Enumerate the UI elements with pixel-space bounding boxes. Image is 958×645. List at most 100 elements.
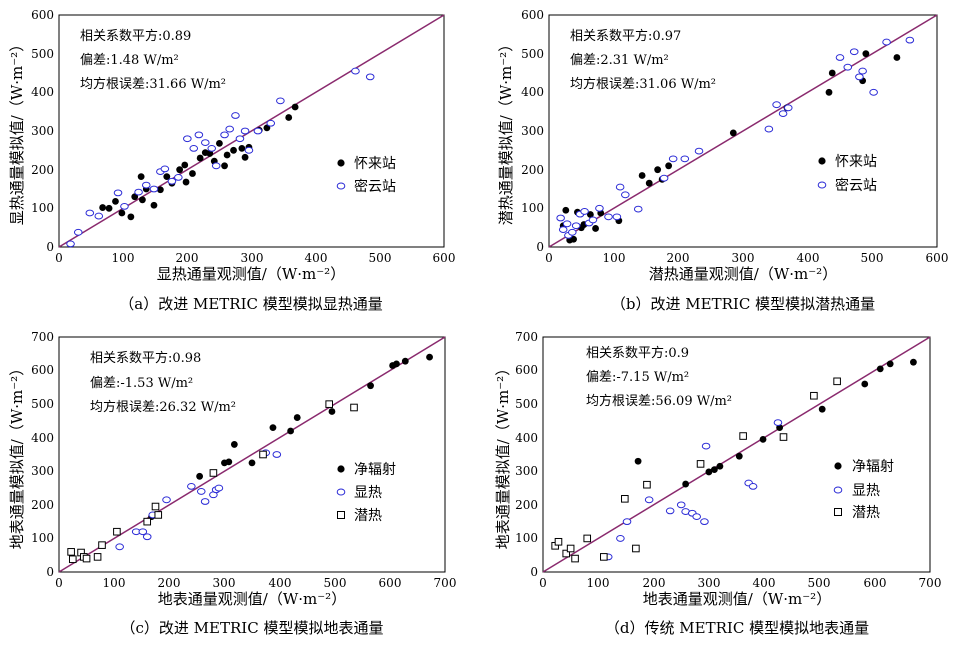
- stat-rmse: 均方根误差:31.66 W/m²: [80, 76, 226, 92]
- data-point-filled-circle: [238, 145, 246, 152]
- x-tick-label: 400: [797, 251, 820, 265]
- y-tick-label: 0: [46, 565, 54, 579]
- y-tick-label: 200: [515, 498, 538, 512]
- data-point-open-square: [562, 549, 571, 558]
- data-point-open-square: [98, 541, 106, 549]
- data-point-filled-circle: [592, 225, 599, 232]
- x-tick-label: 200: [176, 251, 199, 265]
- y-tick-label: 100: [515, 531, 538, 545]
- data-point-filled-circle: [137, 173, 145, 181]
- y-tick-label: 100: [31, 201, 54, 215]
- y-tick-label: 300: [31, 124, 54, 138]
- y-tick-label: 200: [31, 498, 54, 512]
- data-point-open-circle: [869, 88, 878, 96]
- data-point-filled-circle: [638, 172, 646, 179]
- data-point-filled-circle: [586, 211, 594, 218]
- data-point-filled-circle: [287, 427, 294, 435]
- data-point-open-circle: [162, 496, 171, 504]
- data-point-open-circle: [201, 139, 210, 147]
- data-point-filled-circle: [181, 161, 189, 169]
- data-point-open-square: [154, 511, 163, 519]
- data-point-filled-circle: [112, 197, 119, 205]
- stat-bias: 偏差:-7.15 W/m²: [586, 370, 689, 385]
- data-point-open-circle: [882, 38, 891, 46]
- data-point-open-square: [696, 460, 705, 468]
- y-tick-label: 600: [31, 363, 54, 377]
- x-tick-label: 200: [158, 576, 181, 590]
- stats-box: 相关系数平方:0.97 偏差:2.31 W/m² 均方根误差:31.06 W/m…: [570, 28, 716, 92]
- data-point-open-circle: [644, 496, 654, 504]
- data-point-open-circle: [562, 220, 572, 228]
- legend: 怀来站 密云站: [336, 156, 396, 195]
- data-point-filled-circle: [705, 468, 713, 476]
- x-tick-label: 100: [587, 576, 610, 590]
- data-point-open-circle: [621, 191, 630, 199]
- data-point-open-circle: [149, 185, 159, 193]
- data-point-filled-circle: [716, 462, 724, 470]
- data-point-filled-circle: [645, 179, 653, 187]
- x-tick-label: 300: [732, 251, 755, 265]
- x-tick-label: 0: [539, 576, 547, 590]
- y-tick-label: 500: [521, 47, 544, 61]
- data-point-open-circle: [189, 145, 199, 152]
- data-point-open-circle: [113, 189, 123, 197]
- data-point-filled-circle: [729, 129, 737, 137]
- stat-rmse: 均方根误差:26.32 W/m²: [90, 399, 236, 415]
- data-point-filled-circle: [118, 209, 126, 217]
- y-tick-label: 400: [31, 85, 54, 99]
- data-point-open-circle: [588, 216, 598, 224]
- y-axis-label: 潜热通量模拟值/（W·m⁻²）: [497, 37, 515, 225]
- y-ticks: 0 100 200 300 400 500 600 700: [515, 330, 538, 579]
- data-point-open-circle: [778, 110, 788, 117]
- panel-b: 0 100 200 300 400 500 600 0 100 200 300 …: [497, 8, 948, 313]
- data-point-open-circle: [680, 155, 690, 163]
- data-point-open-circle: [764, 125, 774, 133]
- data-point-open-square: [571, 554, 579, 563]
- data-point-open-square: [632, 544, 640, 553]
- data-point-filled-circle: [886, 360, 894, 368]
- x-tick-label: 400: [269, 576, 292, 590]
- data-point-open-circle: [849, 48, 859, 56]
- data-point-open-square: [779, 433, 788, 441]
- data-point-open-circle: [905, 36, 915, 44]
- y-tick-label: 100: [31, 531, 54, 545]
- x-tick-label: 700: [919, 576, 942, 590]
- x-tick-label: 400: [753, 576, 776, 590]
- data-point-open-square: [325, 400, 333, 408]
- x-axis-label: 地表通量观测值/（W·m⁻²）: [158, 590, 346, 608]
- data-point-open-square: [833, 377, 841, 386]
- data-point-open-square: [739, 432, 747, 440]
- y-tick-label: 0: [530, 565, 538, 579]
- data-point-open-circle: [120, 203, 129, 210]
- data-point-open-circle: [244, 146, 254, 154]
- legend-marker-open-circle: [833, 486, 843, 494]
- data-point-open-circle: [700, 518, 709, 526]
- data-point-filled-circle: [139, 196, 146, 204]
- data-point-filled-circle: [99, 204, 107, 211]
- data-point-open-circle: [160, 165, 170, 173]
- data-point-open-circle: [85, 209, 95, 217]
- y-axis-label: 地表通量模拟值/（W·m⁻²）: [8, 361, 26, 549]
- data-point-open-circle: [200, 498, 210, 505]
- legend: 净辐射 显热 潜热: [833, 459, 894, 521]
- data-point-open-square: [643, 480, 651, 489]
- data-point-filled-circle: [328, 408, 336, 415]
- data-point-filled-circle: [818, 405, 826, 413]
- stat-r2: 相关系数平方:0.89: [80, 28, 191, 44]
- data-point-open-circle: [633, 205, 643, 213]
- legend: 净辐射 显热 潜热: [336, 462, 396, 524]
- stats-box: 相关系数平方:0.98 偏差:-1.53 W/m² 均方根误差:26.32 W/…: [90, 350, 236, 415]
- x-tick-label: 300: [241, 251, 264, 265]
- legend-label: 净辐射: [852, 459, 894, 475]
- data-point-open-circle: [622, 518, 632, 526]
- data-point-open-circle: [659, 174, 669, 182]
- data-point-open-circle: [253, 127, 263, 135]
- data-point-filled-circle: [401, 357, 409, 365]
- data-point-open-circle: [115, 543, 124, 551]
- data-point-filled-circle: [248, 459, 256, 467]
- data-point-filled-circle: [182, 178, 190, 186]
- data-point-filled-circle: [225, 458, 233, 466]
- x-ticks: 0 100 200 300 400 500 600 700: [539, 576, 941, 590]
- data-point-open-circle: [276, 97, 285, 105]
- legend-label: 显热: [852, 483, 880, 499]
